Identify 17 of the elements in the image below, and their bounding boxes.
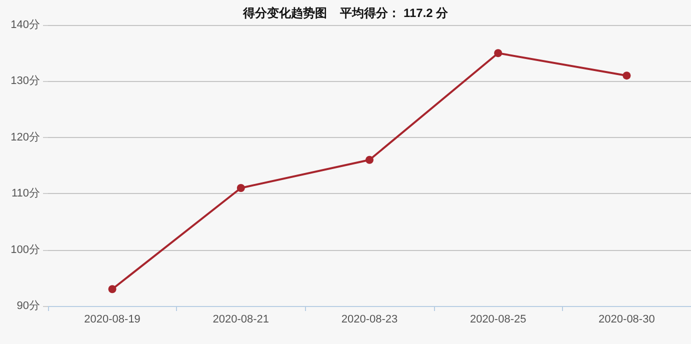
y-tick-label: 110分: [11, 188, 40, 200]
y-tick-label: 120分: [10, 131, 40, 144]
x-tick-label: 2020-08-21: [212, 314, 270, 326]
y-tick-label: 130分: [10, 75, 40, 88]
point: [622, 72, 631, 80]
x-tick-label: 2020-08-30: [598, 314, 655, 326]
y-tick-label: 90分: [16, 300, 40, 312]
point: [494, 49, 502, 58]
y-tick-label: 140分: [10, 19, 40, 31]
chart-title: 得分变化趋势图 平均得分： 117.2 分: [242, 6, 450, 20]
x-tick-label: 2020-08-19: [84, 314, 140, 326]
point: [236, 184, 245, 192]
x-tick-label: 2020-08-23: [341, 314, 398, 326]
y-tick-label: 100分: [10, 244, 40, 256]
point: [366, 156, 374, 164]
point: [108, 285, 116, 294]
x-tick-label: 2020-08-25: [470, 314, 526, 326]
